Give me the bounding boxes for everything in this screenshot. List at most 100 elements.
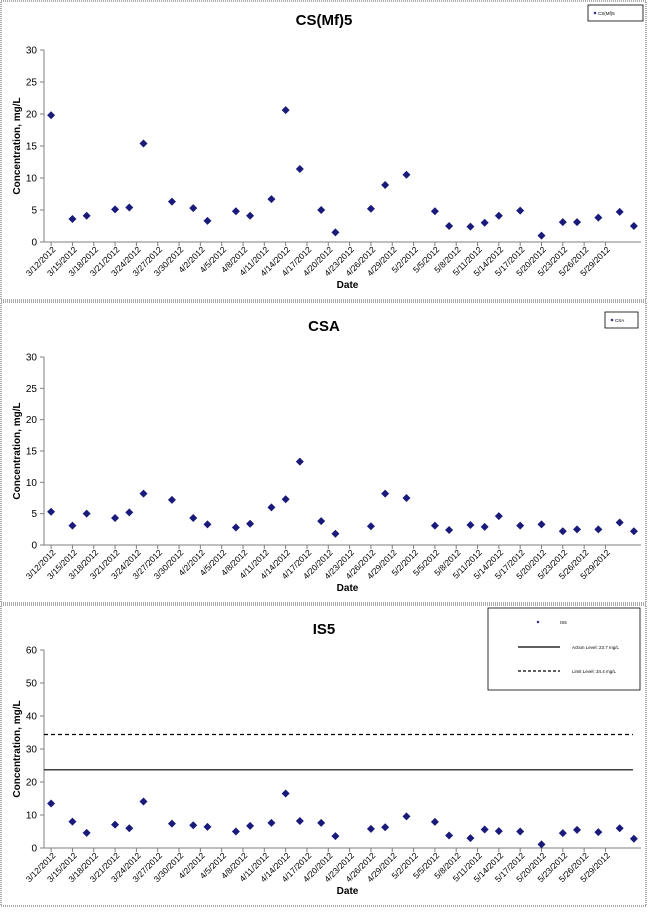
y-tick-label: 25 xyxy=(26,384,38,395)
data-point xyxy=(167,495,176,504)
data-point xyxy=(430,817,439,826)
data-point xyxy=(231,523,240,532)
data-point xyxy=(317,517,326,526)
data-point xyxy=(82,211,91,220)
legend-marker xyxy=(610,318,614,322)
y-axis-label: Concentration, mg/L xyxy=(12,97,23,194)
y-tick-label: 10 xyxy=(26,811,38,822)
data-point xyxy=(366,824,375,833)
data-point xyxy=(267,195,276,204)
data-point xyxy=(615,824,624,833)
data-point xyxy=(82,509,91,518)
legend-label: IS5 xyxy=(560,620,567,625)
data-point xyxy=(480,522,489,531)
data-point xyxy=(402,170,411,179)
data-point xyxy=(125,203,134,212)
x-axis-label: Date xyxy=(337,583,359,594)
data-point xyxy=(167,819,176,828)
y-tick-label: 20 xyxy=(26,415,38,426)
data-point xyxy=(231,207,240,216)
data-point xyxy=(281,789,290,798)
legend: CSA xyxy=(604,311,639,329)
data-point xyxy=(139,139,148,148)
data-point xyxy=(494,211,503,220)
y-tick-label: 0 xyxy=(31,238,37,249)
data-point xyxy=(246,211,255,220)
data-point xyxy=(537,520,546,529)
data-point xyxy=(189,514,198,523)
data-point xyxy=(516,521,525,530)
legend-marker xyxy=(593,11,597,15)
chart-panel-2: CSA0510152025303/12/20123/15/20123/18/20… xyxy=(0,301,647,604)
data-point xyxy=(430,521,439,530)
data-point xyxy=(68,214,77,223)
legend-label: Limit Level: 34.4 mg/L xyxy=(572,669,617,674)
data-point xyxy=(629,222,638,230)
data-point xyxy=(381,181,390,190)
legend-label: Action Level: 23.7 mg/L xyxy=(572,645,620,650)
legend: CS(Mf)5 xyxy=(587,4,644,22)
chart-title: IS5 xyxy=(313,621,336,638)
chart-panel-3: IS501020304050603/12/20123/15/20123/18/2… xyxy=(0,604,647,907)
data-point xyxy=(47,507,56,516)
data-point xyxy=(558,218,567,227)
data-point xyxy=(246,519,255,528)
data-point xyxy=(111,205,120,214)
data-point xyxy=(267,818,276,827)
data-point xyxy=(111,820,120,829)
data-point xyxy=(82,828,91,837)
y-tick-label: 5 xyxy=(31,509,37,520)
y-tick-label: 50 xyxy=(26,679,38,690)
chart-title: CSA xyxy=(308,318,340,335)
y-tick-label: 40 xyxy=(26,712,38,723)
data-point xyxy=(68,817,77,826)
data-point xyxy=(189,204,198,213)
panel-frame xyxy=(0,301,647,604)
data-point xyxy=(246,821,255,830)
y-tick-label: 30 xyxy=(26,353,38,364)
data-point xyxy=(295,816,304,825)
data-point xyxy=(594,828,603,837)
data-point xyxy=(203,822,212,831)
data-point xyxy=(331,228,340,237)
data-point xyxy=(125,824,134,833)
data-point xyxy=(203,520,212,529)
data-point xyxy=(68,521,77,530)
y-tick-label: 30 xyxy=(26,46,38,57)
legend-marker xyxy=(536,620,540,624)
data-point xyxy=(381,489,390,498)
data-point xyxy=(445,222,454,230)
data-point xyxy=(366,204,375,213)
y-tick-label: 20 xyxy=(26,778,38,789)
legend-label: CS(Mf)5 xyxy=(598,11,615,16)
data-point xyxy=(281,495,290,504)
y-tick-label: 60 xyxy=(26,646,38,657)
legend-box xyxy=(487,607,641,691)
y-axis-label: Concentration, mg/L xyxy=(12,402,23,499)
data-point xyxy=(139,489,148,498)
data-point xyxy=(629,834,638,843)
data-point xyxy=(615,518,624,527)
data-point xyxy=(331,529,340,538)
legend: IS5 Action Level: 23.7 mg/L Limit Level: 3… xyxy=(487,607,641,691)
data-point xyxy=(480,218,489,227)
data-point xyxy=(558,829,567,838)
y-tick-label: 0 xyxy=(31,541,37,552)
y-tick-label: 10 xyxy=(26,478,38,489)
data-point xyxy=(231,827,240,836)
data-point xyxy=(281,106,290,115)
data-point xyxy=(47,111,56,120)
data-point xyxy=(466,222,475,231)
y-tick-label: 25 xyxy=(26,78,38,89)
y-tick-label: 15 xyxy=(26,447,38,458)
data-point xyxy=(594,213,603,222)
y-tick-label: 20 xyxy=(26,110,38,121)
y-tick-label: 15 xyxy=(26,142,38,153)
data-point xyxy=(331,832,340,841)
data-point xyxy=(111,514,120,523)
data-point xyxy=(629,527,638,536)
data-point xyxy=(167,197,176,206)
data-point xyxy=(47,799,56,808)
data-point xyxy=(366,522,375,531)
